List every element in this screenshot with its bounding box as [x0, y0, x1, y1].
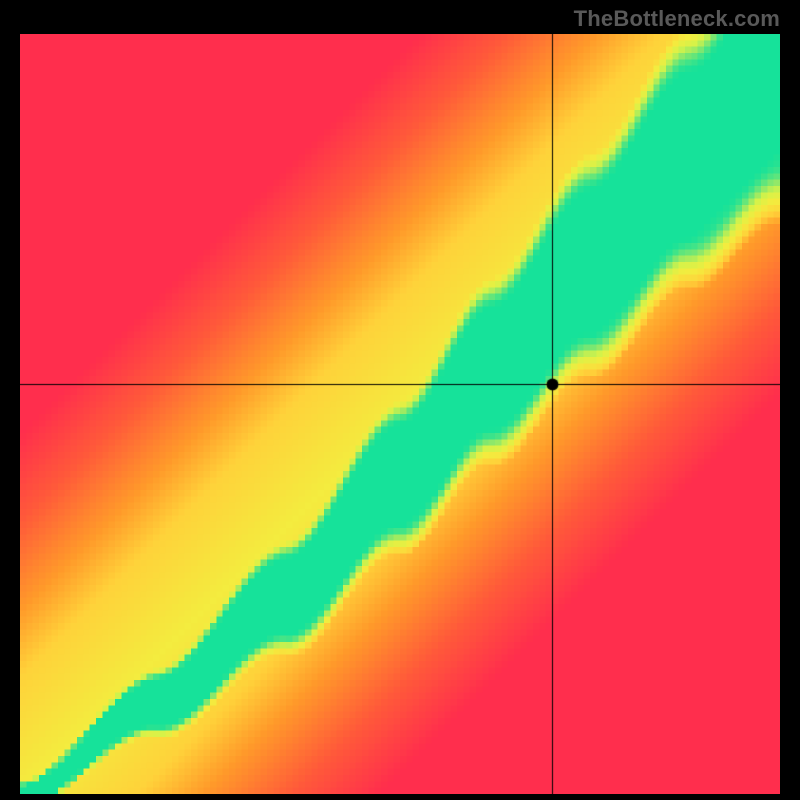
crosshair-overlay: [20, 34, 780, 794]
watermark-text: TheBottleneck.com: [574, 6, 780, 32]
